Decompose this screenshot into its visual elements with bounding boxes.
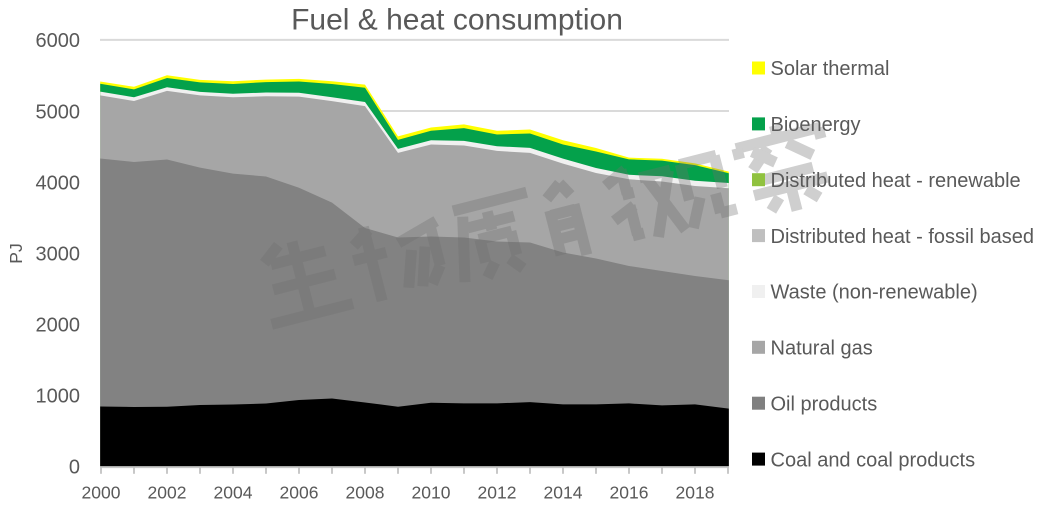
svg-text:2004: 2004 [214, 483, 253, 502]
svg-text:PJ: PJ [6, 243, 26, 263]
svg-text:Waste (non-renewable): Waste (non-renewable) [771, 282, 978, 304]
svg-text:2012: 2012 [478, 483, 517, 502]
svg-text:2000: 2000 [82, 483, 121, 502]
svg-text:Fuel & heat consumption: Fuel & heat consumption [291, 4, 623, 37]
svg-text:Natural gas: Natural gas [771, 338, 873, 360]
svg-text:Solar thermal: Solar thermal [771, 58, 890, 80]
svg-text:4000: 4000 [36, 172, 81, 194]
svg-text:6000: 6000 [36, 30, 81, 52]
svg-text:2000: 2000 [36, 314, 81, 336]
svg-text:Distributed heat - renewable: Distributed heat - renewable [771, 170, 1021, 192]
svg-text:2002: 2002 [148, 483, 187, 502]
svg-text:0: 0 [69, 457, 80, 479]
svg-text:2006: 2006 [280, 483, 319, 502]
svg-text:3000: 3000 [36, 243, 81, 265]
svg-text:2018: 2018 [676, 483, 715, 502]
svg-text:Distributed heat - fossil base: Distributed heat - fossil based [771, 226, 1034, 248]
svg-text:Coal and coal products: Coal and coal products [771, 449, 976, 471]
svg-text:Bioenergy: Bioenergy [771, 114, 861, 136]
svg-text:2010: 2010 [412, 483, 451, 502]
svg-text:Oil products: Oil products [771, 393, 878, 415]
svg-text:2016: 2016 [610, 483, 649, 502]
svg-text:5000: 5000 [36, 101, 81, 123]
svg-text:1000: 1000 [36, 386, 81, 408]
svg-text:2008: 2008 [346, 483, 385, 502]
svg-text:2014: 2014 [544, 483, 583, 502]
